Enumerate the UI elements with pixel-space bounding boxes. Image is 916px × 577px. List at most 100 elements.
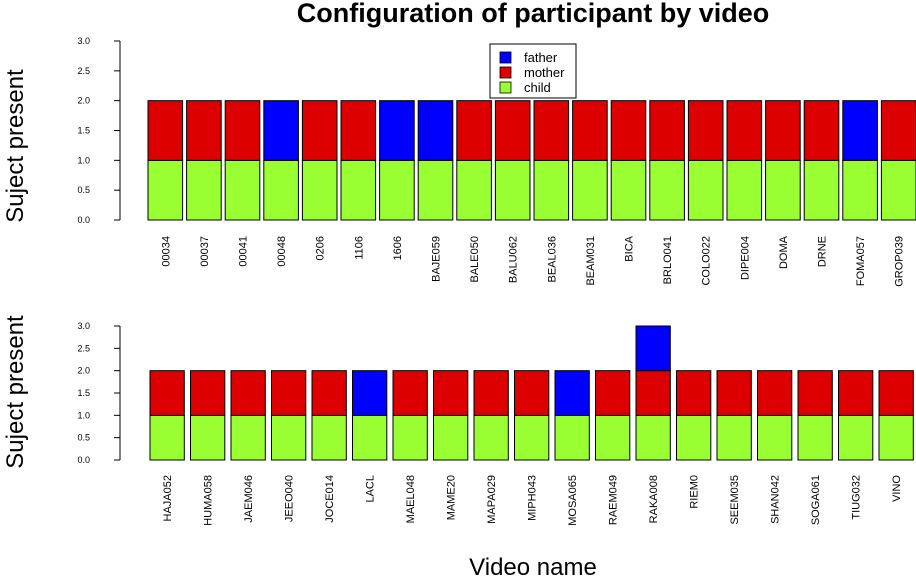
bar-mother-VINO <box>878 370 914 416</box>
bar-mother-BRLO041 <box>649 100 685 161</box>
bar-child-00041 <box>224 159 261 221</box>
legend-label-father: father <box>524 50 558 65</box>
category-label-RAKA008: RAKA008 <box>648 475 660 523</box>
top-panel: Suject present 0.0 0.5 1.0 1.5 2.0 2.5 3.0 000… <box>2 36 916 287</box>
bar-mother-1106 <box>340 100 377 161</box>
bar-child-SHAN042 <box>757 414 793 461</box>
bar-mother-SOGA061 <box>797 370 833 416</box>
bar-mother-00041 <box>224 100 261 161</box>
category-label-VINO: VINO <box>891 475 903 502</box>
bottom-y-axis: 0.0 0.5 1.0 1.5 2.0 2.5 3.0 <box>77 321 121 465</box>
bar-child-00037 <box>186 159 222 221</box>
bar-mother-GROP039 <box>880 100 916 161</box>
bar-child-00034 <box>147 159 184 221</box>
bar-mother-MAME20 <box>433 370 469 416</box>
bar-child-VINO <box>878 414 914 461</box>
legend-swatch-mother <box>499 66 512 79</box>
bottom-panel: Suject present 0.0 0.5 1.0 1.5 2.0 2.5 3.0 HAJ… <box>2 315 914 526</box>
bottom-y-tick-label: 0.5 <box>77 433 90 443</box>
bar-mother-SEEM035 <box>716 370 752 416</box>
bottom-y-tick-label: 1.0 <box>77 410 90 420</box>
bar-mother-DRNE <box>803 100 840 161</box>
category-label-GROP039: GROP039 <box>894 236 906 287</box>
bar-mother-MAEL048 <box>392 370 428 416</box>
bar-child-RAKA008 <box>635 414 671 461</box>
bar-child-RAEM049 <box>595 414 631 461</box>
category-label-RAEM049: RAEM049 <box>608 475 620 525</box>
top-y-tick-label: 0.0 <box>77 215 90 225</box>
bottom-y-tick-label: 3.0 <box>77 321 90 331</box>
bar-child-SOGA061 <box>797 414 833 461</box>
top-bars <box>147 100 916 221</box>
category-label-00041: 00041 <box>238 236 250 267</box>
category-label-BICA: BICA <box>624 235 636 261</box>
bar-mother-RIEM0 <box>676 370 712 416</box>
top-y-axis-label: Suject present <box>2 69 29 223</box>
category-label-LACL: LACL <box>365 475 377 503</box>
category-label-00048: 00048 <box>276 236 288 267</box>
legend-swatch-father <box>499 51 512 64</box>
bar-child-0206 <box>301 159 338 221</box>
bottom-category-labels: HAJA052 HUMA058 JAEM046 JEEO040 JOCE014 LACL M… <box>162 475 903 526</box>
bar-child-JOCE014 <box>311 414 347 461</box>
bar-child-RIEM0 <box>676 414 712 461</box>
bar-father-1606 <box>379 100 415 161</box>
category-label-TIUG032: TIUG032 <box>851 475 863 520</box>
category-label-JAEM046: JAEM046 <box>243 475 255 523</box>
legend: father mother child <box>489 43 577 99</box>
x-axis-label: Video name <box>469 554 597 577</box>
bar-child-HUMA058 <box>190 414 226 461</box>
bar-child-BEAL036 <box>533 159 570 221</box>
bar-mother-BALU062 <box>494 100 531 161</box>
category-label-00034: 00034 <box>160 236 172 267</box>
bar-child-BAJE059 <box>417 159 454 221</box>
bar-mother-HUMA058 <box>190 370 226 416</box>
category-label-DIPE004: DIPE004 <box>739 236 751 280</box>
category-label-BEAL036: BEAL036 <box>546 236 558 282</box>
bar-child-JEEO040 <box>271 414 307 461</box>
bar-mother-TIUG032 <box>838 370 874 416</box>
bar-father-FOMA057 <box>842 100 878 161</box>
legend-label-child: child <box>524 80 551 95</box>
chart-title: Configuration of participant by video <box>297 0 770 28</box>
bar-child-BRLO041 <box>649 159 685 221</box>
bar-child-DRNE <box>803 159 840 221</box>
top-category-labels: 00034 00037 00041 00048 0206 1106 1606 BAJE059 B… <box>160 235 905 286</box>
bar-mother-RAKA008 <box>635 370 671 416</box>
bar-child-TIUG032 <box>838 414 874 461</box>
bar-child-1106 <box>340 159 377 221</box>
category-label-SHAN042: SHAN042 <box>770 475 782 524</box>
bar-child-00048 <box>263 159 299 221</box>
top-y-tick-label: 3.0 <box>77 36 90 46</box>
category-label-JOCE014: JOCE014 <box>324 475 336 523</box>
bar-mother-MIPH043 <box>514 370 550 416</box>
top-y-tick-label: 2.5 <box>77 66 90 76</box>
bar-mother-RAEM049 <box>595 370 631 416</box>
category-label-BRLO041: BRLO041 <box>662 236 674 284</box>
bar-mother-COLO022 <box>687 100 724 161</box>
bar-child-MIPH043 <box>514 414 550 461</box>
category-label-00037: 00037 <box>199 236 211 267</box>
bar-child-BICA <box>610 159 647 221</box>
bar-mother-JOCE014 <box>311 370 347 416</box>
bottom-y-tick-label: 2.0 <box>77 366 90 376</box>
category-label-BALU062: BALU062 <box>508 236 520 283</box>
bottom-y-axis-label: Suject present <box>2 315 29 469</box>
bar-mother-00037 <box>186 100 222 161</box>
bar-mother-JEEO040 <box>271 370 307 416</box>
bar-mother-DOMA <box>765 100 801 161</box>
bar-mother-BALE050 <box>456 100 492 161</box>
bar-child-FOMA057 <box>842 159 878 221</box>
bottom-y-tick-label: 2.5 <box>77 343 90 353</box>
category-label-MAPA029: MAPA029 <box>486 475 498 524</box>
bar-mother-BICA <box>610 100 647 161</box>
category-label-BALE050: BALE050 <box>469 236 481 282</box>
top-y-tick-label: 1.5 <box>77 126 90 136</box>
category-label-SOGA061: SOGA061 <box>810 475 822 525</box>
bar-mother-DIPE004 <box>726 100 763 161</box>
legend-label-mother: mother <box>524 65 565 80</box>
top-y-tick-label: 2.0 <box>77 96 90 106</box>
bar-child-COLO022 <box>687 159 724 221</box>
category-label-DOMA: DOMA <box>778 235 790 269</box>
